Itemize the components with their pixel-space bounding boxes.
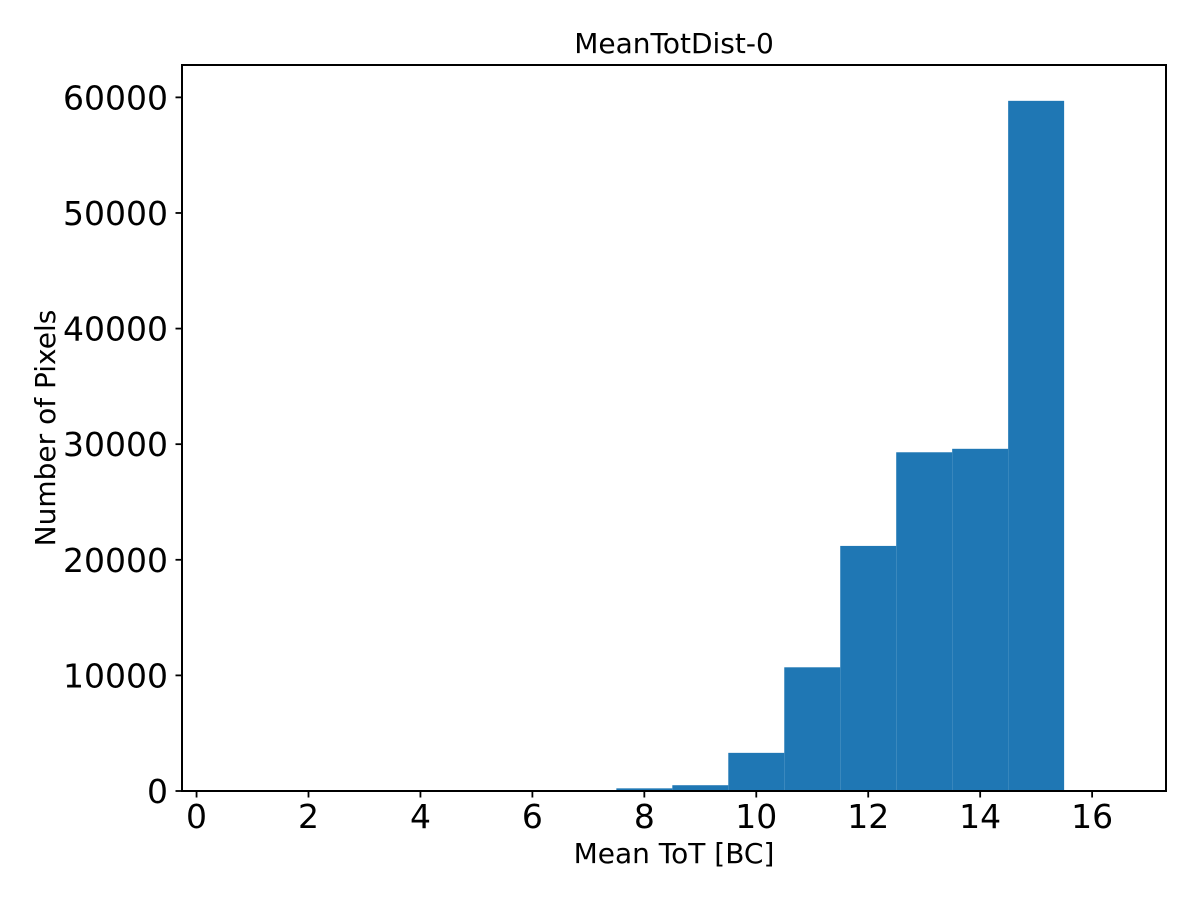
histogram-bar bbox=[952, 448, 1009, 791]
plot-border bbox=[181, 64, 1167, 792]
x-tick-label: 10 bbox=[735, 797, 777, 836]
x-tick-label: 8 bbox=[634, 797, 655, 836]
y-tick-label: 10000 bbox=[63, 656, 168, 695]
ticks-layer: 0 2 4 6 8 10 12 14 16 0 10000 20000 30000 40000 50000 6… bbox=[63, 78, 1113, 836]
x-tick-label: 4 bbox=[410, 797, 431, 836]
y-tick-label: 40000 bbox=[63, 310, 168, 349]
x-tick-label: 2 bbox=[298, 797, 319, 836]
y-tick-label: 60000 bbox=[63, 78, 168, 117]
x-axis-label: Mean ToT [BC] bbox=[574, 837, 775, 870]
x-tick-label: 16 bbox=[1071, 797, 1113, 836]
histogram-bar bbox=[784, 667, 841, 791]
histogram-bar bbox=[672, 785, 729, 791]
histogram-bar bbox=[896, 452, 953, 791]
histogram-bar bbox=[728, 752, 785, 791]
x-tick-label: 6 bbox=[522, 797, 543, 836]
y-tick-label: 50000 bbox=[63, 194, 168, 233]
histogram-bar bbox=[1008, 100, 1065, 791]
histogram-bar bbox=[616, 788, 673, 791]
y-tick-label: 30000 bbox=[63, 425, 168, 464]
chart-title: MeanTotDist-0 bbox=[574, 27, 774, 60]
x-tick-label: 0 bbox=[186, 797, 207, 836]
y-axis-label: Number of Pixels bbox=[29, 310, 62, 547]
bars-layer bbox=[616, 100, 1065, 791]
y-tick-label: 20000 bbox=[63, 541, 168, 580]
x-tick-label: 14 bbox=[959, 797, 1001, 836]
x-tick-label: 12 bbox=[847, 797, 889, 836]
histogram-bar bbox=[840, 545, 897, 791]
y-tick-label: 0 bbox=[147, 772, 168, 811]
